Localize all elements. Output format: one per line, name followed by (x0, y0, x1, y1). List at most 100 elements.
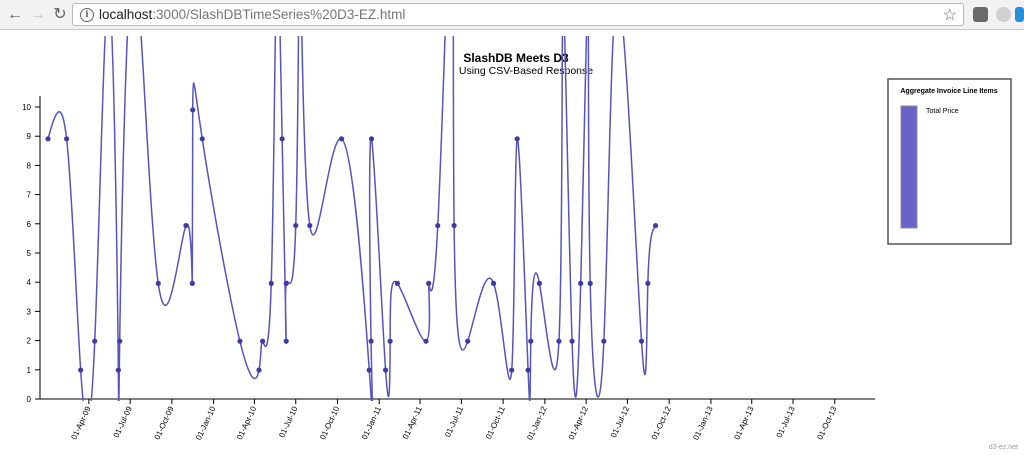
data-point (426, 280, 432, 286)
data-point (578, 280, 584, 286)
plot-area (45, 36, 659, 401)
y-axis: 0 1 2 3 4 5 6 7 8 9 10 (22, 96, 41, 404)
data-point (260, 338, 266, 344)
data-point (451, 222, 457, 229)
y-tick-label: 5 (27, 249, 32, 258)
data-point (283, 280, 289, 286)
y-tick-label: 4 (27, 278, 32, 287)
data-point (237, 338, 243, 344)
data-point (509, 367, 515, 373)
legend-label-total-price: Total Price (926, 108, 959, 115)
data-point (514, 136, 520, 142)
data-point (190, 107, 196, 113)
data-point (382, 367, 389, 373)
data-point (78, 367, 84, 373)
back-icon[interactable]: ← (7, 6, 23, 23)
data-point (587, 280, 593, 286)
x-tick-label: 01-Jul-12 (609, 405, 631, 440)
data-point (189, 280, 195, 286)
x-tick-label: 01-Apr-12 (567, 405, 590, 442)
data-point (92, 338, 98, 344)
data-point (368, 136, 375, 142)
x-tick-label: 01-Jan-11 (360, 405, 383, 441)
browser-toolbar: ← → ↻ i localhost:3000/SlashDBTimeSeries… (0, 0, 1024, 30)
data-point (528, 338, 534, 344)
y-tick-label: 6 (27, 220, 32, 229)
x-tick-label: 01-Jan-13 (691, 405, 715, 442)
series-line (47, 36, 657, 401)
x-tick-label: 01-Jul-10 (277, 405, 299, 440)
legend-swatch (900, 105, 918, 229)
data-point (638, 338, 645, 344)
x-tick-label: 01-Apr-09 (69, 405, 92, 442)
data-point (283, 338, 289, 344)
x-axis: 01-Apr-09 01-Jul-09 01-Oct-09 01-Jan-10 01-A… (40, 398, 875, 442)
y-tick-label: 9 (27, 132, 32, 141)
data-point (268, 280, 274, 286)
data-point (645, 280, 651, 286)
data-point (338, 136, 345, 142)
data-point (366, 367, 372, 373)
data-point (293, 222, 299, 229)
data-point (435, 222, 441, 229)
data-point (423, 338, 429, 344)
data-point (64, 136, 70, 142)
x-tick-label: 01-Oct-11 (484, 405, 507, 441)
data-point (45, 136, 51, 142)
data-point (652, 222, 659, 229)
data-point (490, 280, 497, 286)
data-point (368, 338, 374, 344)
y-tick-label: 7 (27, 191, 32, 200)
data-point (601, 338, 607, 344)
extension-icon[interactable] (996, 7, 1011, 22)
y-tick-label: 0 (27, 395, 32, 404)
data-points (45, 107, 659, 373)
data-point (117, 338, 123, 344)
x-tick-label: 01-Jan-10 (194, 405, 218, 442)
forward-icon[interactable]: → (30, 6, 46, 23)
data-point (307, 222, 313, 229)
data-point (556, 338, 562, 344)
x-tick-label: 01-Oct-09 (152, 405, 175, 442)
bookmark-star-icon[interactable]: ☆ (942, 7, 957, 24)
data-point (525, 367, 531, 373)
data-point (536, 280, 543, 286)
info-icon[interactable]: i (80, 8, 94, 22)
x-tick-label: 01-Apr-13 (732, 405, 755, 442)
data-point (155, 280, 161, 286)
data-point (183, 222, 189, 229)
url-path: :3000/SlashDBTimeSeries%20D3-EZ.html (152, 7, 406, 22)
x-tick-label: 01-Apr-11 (401, 405, 424, 441)
url-text[interactable]: localhost:3000/SlashDBTimeSeries%20D3-EZ… (99, 7, 405, 22)
extension-icon[interactable] (973, 7, 988, 22)
chart-svg: SlashDB Meets D3 Using CSV-Based Respons… (22, 36, 1012, 442)
data-point (256, 367, 262, 373)
y-tick-label: 2 (27, 337, 32, 346)
data-point (115, 367, 121, 373)
y-tick-label: 10 (22, 103, 31, 112)
x-tick-label: 01-Oct-10 (318, 405, 341, 442)
x-tick-label: 01-Oct-13 (815, 405, 838, 442)
chart-title: SlashDB Meets D3 (463, 51, 569, 65)
watermark: d3-ez.net (988, 444, 1018, 451)
data-point (569, 338, 575, 344)
extension-icon[interactable] (1015, 7, 1024, 22)
address-bar[interactable]: i localhost:3000/SlashDBTimeSeries%20D3-… (72, 3, 964, 26)
data-point (387, 338, 393, 344)
x-tick-label: 01-Apr-10 (235, 405, 258, 442)
y-tick-label: 3 (27, 307, 32, 316)
y-tick-label: 1 (27, 366, 32, 375)
data-point (279, 136, 285, 142)
x-tick-label: 01-Jul-11 (443, 405, 465, 439)
x-tick-label: 01-Jul-13 (775, 405, 797, 440)
legend: Aggregate Invoice Line Items Total Price (887, 78, 1012, 245)
reload-icon[interactable]: ↻ (53, 6, 67, 23)
url-host: localhost (99, 7, 153, 22)
x-tick-label: 01-Oct-12 (650, 405, 673, 442)
data-point (394, 280, 400, 286)
data-point (199, 136, 205, 142)
y-tick-label: 8 (27, 161, 32, 170)
data-point (465, 338, 471, 344)
x-tick-label: 01-Jul-09 (112, 405, 134, 440)
x-tick-label: 01-Jan-12 (525, 405, 549, 442)
